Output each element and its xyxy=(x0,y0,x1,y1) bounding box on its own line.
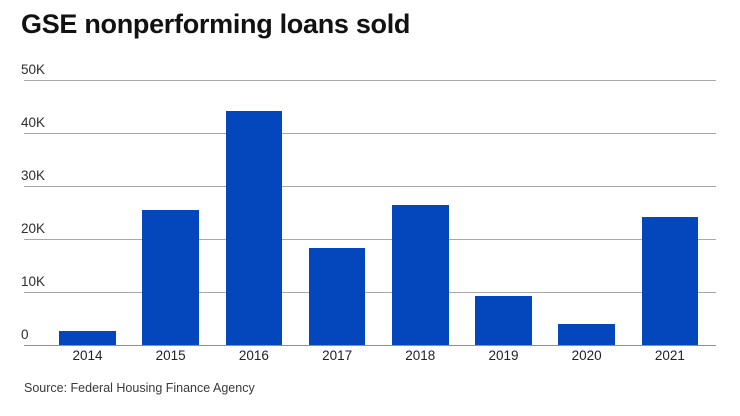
bar-2016[interactable] xyxy=(225,110,283,345)
x-axis-tick-label: 2021 xyxy=(654,348,685,363)
y-axis-tick-label: 50K xyxy=(21,62,46,77)
x-axis-tick-label: 2016 xyxy=(238,348,269,363)
chart-title: GSE nonperforming loans sold xyxy=(21,9,411,39)
y-axis-tick-label: 40K xyxy=(21,115,46,130)
source-note: Source: Federal Housing Finance Agency xyxy=(24,381,255,395)
gridline-20K xyxy=(24,239,716,240)
gridline-10K xyxy=(24,292,716,293)
x-axis-tick-label: 2017 xyxy=(322,348,353,363)
bar-2015[interactable] xyxy=(142,209,199,345)
gridline-40K xyxy=(24,133,716,134)
bar-2014[interactable] xyxy=(59,331,116,345)
bar-2017[interactable] xyxy=(308,248,366,345)
gridline-0 xyxy=(24,345,716,346)
bar-2019[interactable] xyxy=(475,296,532,345)
y-axis-tick-label: 20K xyxy=(21,221,46,236)
gridline-50K xyxy=(24,80,716,81)
y-axis-tick-label: 10K xyxy=(21,274,46,289)
y-axis-tick-label: 0 xyxy=(21,327,29,342)
x-axis-tick-label: 2019 xyxy=(488,348,519,363)
y-axis-tick-label: 30K xyxy=(21,168,46,183)
x-axis-tick-label: 2015 xyxy=(155,348,186,363)
bar-2020[interactable] xyxy=(558,323,615,345)
plot-area: 50K 40K 30K 20K 10K 0 2014 2015 2016 2017 2018 201… xyxy=(21,63,716,362)
bar-2021[interactable] xyxy=(641,217,699,345)
x-axis-tick-label: 2020 xyxy=(571,348,602,363)
gridline-30K xyxy=(24,186,716,187)
x-axis-tick-label: 2018 xyxy=(405,348,436,363)
bar-2018[interactable] xyxy=(392,204,449,345)
x-axis-tick-label: 2014 xyxy=(72,348,103,363)
